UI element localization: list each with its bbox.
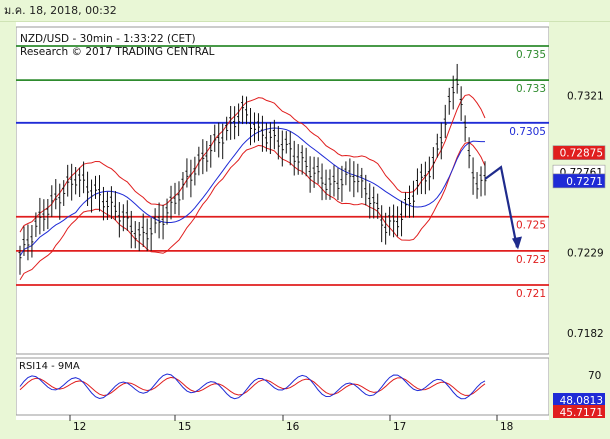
rsi-tick-label: 70 [588,370,601,382]
time-axis-band [0,420,610,439]
price-tag-0.72875: 0.72875 [560,148,603,160]
left-band [0,22,16,420]
x-tick-label-12: 12 [73,421,86,433]
price-axis-band [549,22,610,420]
rsi-panel [15,357,550,416]
bollinger-lower [19,141,486,281]
bollinger-upper [19,94,486,233]
x-tick-label-15: 15 [178,421,191,433]
research-label: Research © 2017 TRADING CENTRAL [20,46,215,58]
level-label-0.725: 0.725 [516,220,546,232]
price-tag-0.7271: 0.7271 [566,176,603,188]
rsi-ma-line [19,376,486,396]
x-tick-label-17: 17 [393,421,406,433]
price-tick-label: 0.7182 [567,328,604,340]
level-label-0.721: 0.721 [516,288,546,300]
forecast-arrow-line [484,165,519,248]
price-tag-bg [552,145,606,160]
chart-timestamp: ม.ค. 18, 2018, 00:32 [4,4,117,17]
x-tick-label-16: 16 [286,421,300,433]
level-label-0.733: 0.733 [516,83,546,95]
moving-average [19,127,486,257]
rsi-line [19,373,486,400]
price-panel [15,26,550,355]
price-tick-label: 0.7229 [567,248,604,260]
rsi-tag-bg [553,393,605,406]
x-tick-label-18: 18 [500,421,513,433]
level-label-0.723: 0.723 [516,254,546,266]
rsi-tag-48.0813: 48.0813 [560,395,603,407]
level-label-0.735: 0.735 [516,49,546,61]
timestamp-bar: ม.ค. 18, 2018, 00:32 [0,0,610,22]
rsi-tag-45.7171: 45.7171 [560,407,603,419]
price-tick-label: 0.7321 [567,91,604,103]
symbol-label: NZD/USD - 30min - 1:33:22 (CET) [20,33,196,45]
level-label-0.7305: 0.7305 [509,126,546,138]
price-tag-bg [552,173,606,189]
rsi-label: RSI14 - 9MA [19,361,80,372]
forecast-arrowhead [512,236,522,250]
rsi-tag-bg [553,405,605,418]
